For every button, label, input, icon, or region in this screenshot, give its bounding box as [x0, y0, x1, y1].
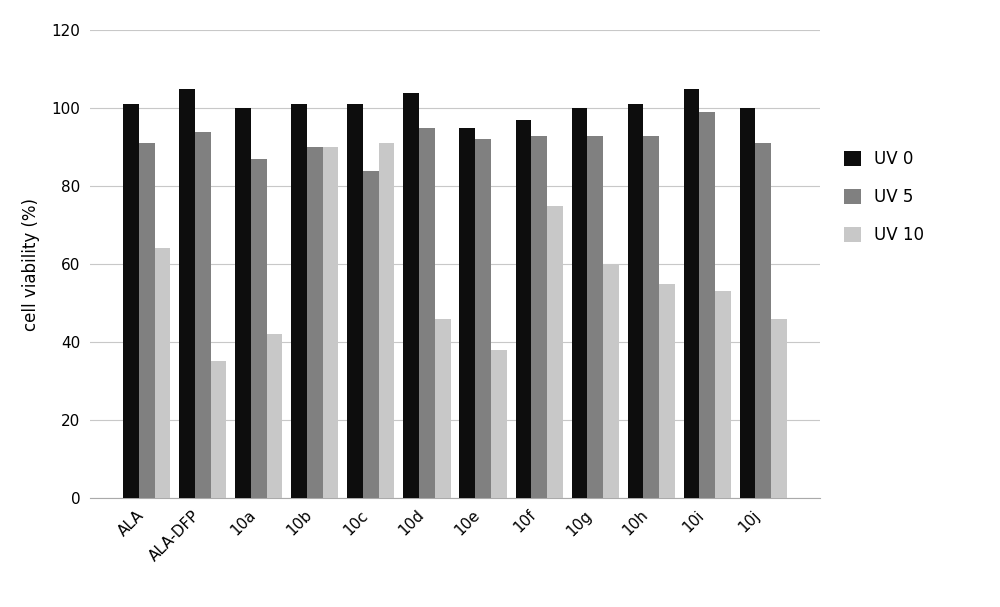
Bar	[195, 132, 211, 498]
Bar	[516, 120, 531, 498]
Bar	[123, 104, 139, 498]
Bar	[379, 143, 394, 498]
Bar	[323, 147, 338, 498]
Bar	[235, 108, 251, 498]
Bar	[363, 171, 379, 498]
Bar	[419, 127, 435, 498]
Bar	[475, 140, 491, 498]
Bar	[684, 89, 699, 498]
Bar	[347, 104, 363, 498]
Bar	[459, 127, 475, 498]
Bar	[155, 248, 170, 498]
Bar	[179, 89, 195, 498]
Bar	[211, 361, 226, 498]
Bar	[291, 104, 307, 498]
Bar	[435, 319, 451, 498]
Bar	[659, 283, 675, 498]
Bar	[628, 104, 643, 498]
Bar	[403, 93, 419, 498]
Bar	[587, 135, 603, 498]
Bar	[643, 135, 659, 498]
Bar	[267, 334, 282, 498]
Bar	[740, 108, 755, 498]
Bar	[603, 264, 619, 498]
Bar	[307, 147, 323, 498]
Bar	[771, 319, 787, 498]
Bar	[755, 143, 771, 498]
Bar	[547, 206, 563, 498]
Bar	[699, 112, 715, 498]
Y-axis label: cell viability (%): cell viability (%)	[22, 197, 40, 331]
Legend: UV 0, UV 5, UV 10: UV 0, UV 5, UV 10	[836, 141, 932, 252]
Bar	[251, 159, 267, 498]
Bar	[491, 350, 507, 498]
Bar	[139, 143, 155, 498]
Bar	[572, 108, 587, 498]
Bar	[715, 291, 731, 498]
Bar	[531, 135, 547, 498]
